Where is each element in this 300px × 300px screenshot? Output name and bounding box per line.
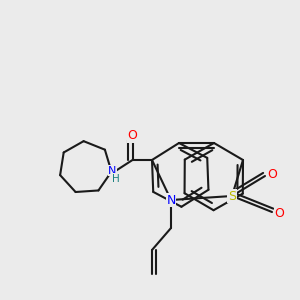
Text: O: O [268, 168, 278, 181]
Text: O: O [274, 207, 284, 220]
Text: N: N [166, 194, 176, 206]
Text: O: O [128, 130, 137, 142]
Text: N: N [108, 166, 117, 176]
Text: H: H [112, 174, 119, 184]
Text: S: S [228, 190, 236, 202]
